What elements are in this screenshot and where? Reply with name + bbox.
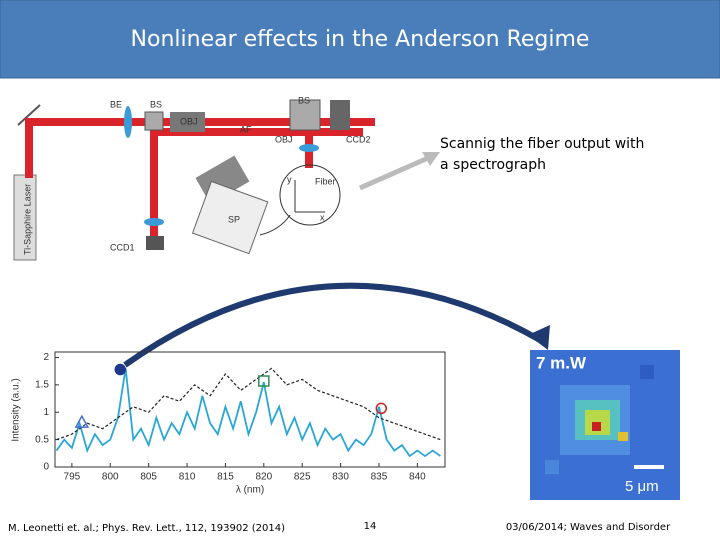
- arrow-head: [528, 325, 550, 350]
- inset-scale: 5 μm: [625, 478, 659, 495]
- x-tick-label: 815: [217, 472, 234, 483]
- setup-label: Fiber: [315, 176, 336, 186]
- setup-label: Ti-Sapphire Laser: [22, 184, 32, 255]
- marker: [375, 402, 388, 415]
- setup-label: SP: [228, 214, 240, 224]
- x-tick-label: 795: [64, 472, 81, 483]
- date: 03/06/2014; Waves and Disorder: [506, 522, 671, 533]
- x-tick-label: 840: [409, 472, 426, 483]
- annotation-line: Scannig the fiber output with: [440, 136, 644, 152]
- curved-arrow: [123, 282, 542, 368]
- setup-label: CCD2: [346, 134, 371, 144]
- x-tick-label: 800: [102, 472, 119, 483]
- arrow-head: [422, 152, 440, 166]
- setup-label: BE: [110, 99, 122, 109]
- plot-frame: [54, 351, 446, 468]
- setup-label: x: [320, 212, 325, 222]
- inset-power: 7 m.W: [536, 353, 587, 372]
- page-number: 14: [364, 521, 377, 532]
- annotation-line: a spectrograph: [440, 157, 546, 173]
- marker: [74, 414, 90, 428]
- citation: M. Leonetti et. al.; Phys. Rev. Lett., 1…: [8, 523, 285, 534]
- setup-label: BS: [150, 99, 162, 109]
- spectrum-plot: 0 0.5 1 1.5 2 795 800 805 810 815 820 825 830 835 840: [35, 351, 446, 483]
- y-tick-label: 0: [43, 462, 49, 473]
- y-tick-label: 1.5: [35, 379, 49, 390]
- x-tick-label: 820: [255, 472, 272, 483]
- x-tick-label: 810: [179, 472, 196, 483]
- setup-label: BS: [298, 95, 310, 105]
- x-tick-label: 830: [332, 472, 349, 483]
- x-tick-label: 825: [294, 472, 311, 483]
- setup-diagram: BE BS OBJ AF OBJ BS CCD2 CCD1 SP Fiber y…: [13, 95, 375, 261]
- setup-label: CCD1: [110, 242, 135, 252]
- header-bar: [0, 0, 720, 79]
- setup-label: OBJ: [275, 134, 293, 144]
- y-tick-label: 1: [43, 407, 49, 418]
- marker: [258, 375, 270, 387]
- x-tick-label: 835: [371, 472, 388, 483]
- marker: [114, 363, 127, 376]
- pointer-arrow: [358, 155, 430, 191]
- series-line: [55, 368, 441, 458]
- x-tick-label: 805: [140, 472, 157, 483]
- setup-label: y: [287, 174, 292, 184]
- y-axis-label: Intensity (a.u.): [11, 378, 22, 441]
- y-tick-label: 2: [43, 352, 49, 363]
- setup-label: AF: [240, 124, 252, 134]
- y-tick-label: 0.5: [35, 434, 49, 445]
- setup-label: OBJ: [180, 116, 198, 126]
- x-axis-label: λ (nm): [236, 485, 264, 496]
- inset-image: [530, 350, 680, 500]
- slide-title: Nonlinear effects in the Anderson Regime: [131, 27, 590, 52]
